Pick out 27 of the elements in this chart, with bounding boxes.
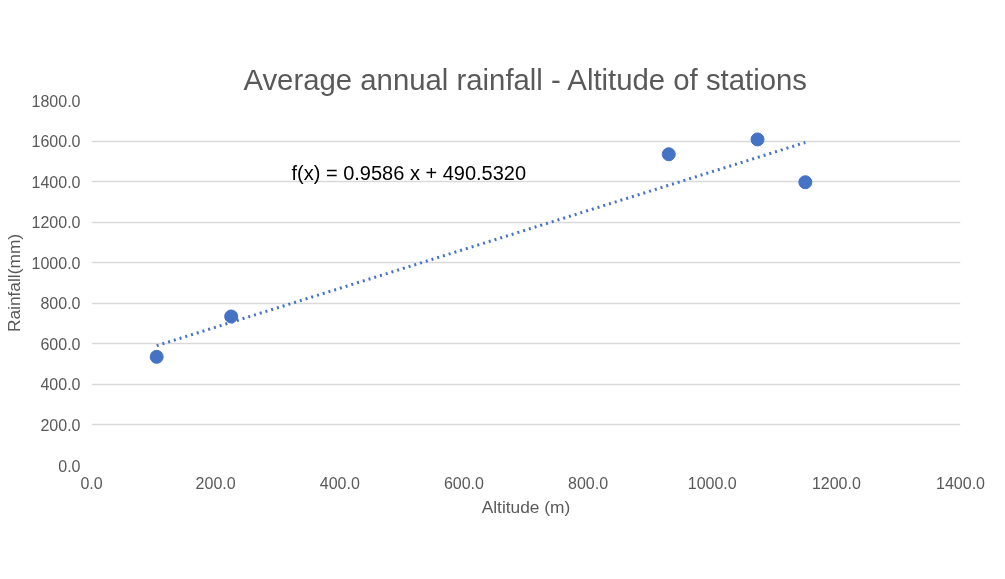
y-tick-label: 1400.0	[31, 173, 81, 191]
x-tick-label: 200.0	[195, 474, 236, 492]
y-tick-label: 600.0	[40, 335, 81, 353]
x-tick-label: 1200.0	[811, 474, 861, 492]
y-tick-label: 1000.0	[31, 254, 81, 272]
x-tick-label: 1000.0	[687, 474, 737, 492]
x-axis-title: Altitude (m)	[481, 496, 571, 517]
point	[661, 147, 676, 162]
y-tick-label: 1600.0	[31, 133, 81, 151]
point	[149, 349, 164, 364]
y-axis-title: Rainfall(mm)	[3, 233, 24, 333]
x-tick-label: 1400.0	[936, 474, 986, 492]
x-tick-label: 400.0	[319, 474, 360, 492]
y-tick-label: 1800.0	[31, 92, 81, 110]
point	[750, 132, 765, 147]
x-tick-label: 800.0	[568, 474, 609, 492]
annotation: f(x) = 0.9586 x + 490.5320	[291, 161, 527, 184]
y-tick-label: 200.0	[40, 416, 81, 434]
x-tick-label: 0.0	[80, 474, 103, 492]
y-tick-label: 1200.0	[31, 214, 81, 232]
y-tick-label: 800.0	[40, 295, 81, 313]
y-tick-label: 400.0	[40, 376, 81, 394]
chart-title: Average annual rainfall - Altitude of stations	[243, 62, 807, 96]
y-tick-label: 0.0	[58, 457, 81, 475]
x-tick-label: 600.0	[443, 474, 485, 492]
point	[224, 309, 239, 324]
point	[798, 175, 813, 190]
